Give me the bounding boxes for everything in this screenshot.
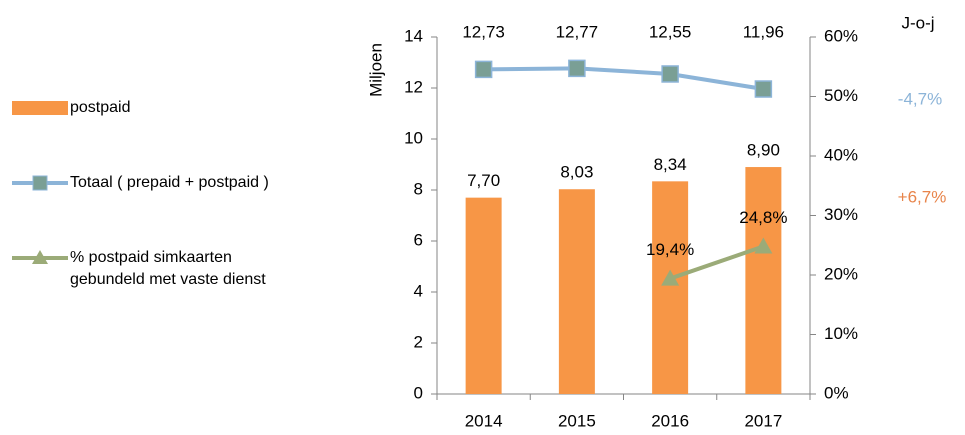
y2-tick-label: 60%	[824, 26, 858, 45]
bar	[558, 189, 595, 394]
annotation: -4,7%	[898, 89, 942, 108]
x-tick-label: 2017	[744, 411, 782, 430]
y-tick-label: 14	[404, 26, 423, 45]
bar	[465, 197, 502, 394]
y-tick-label: 12	[404, 77, 423, 96]
data-label: 19,4%	[646, 240, 694, 259]
y2-tick-label: 20%	[824, 264, 858, 283]
line	[483, 66, 764, 91]
y-tick-label: 2	[414, 332, 423, 351]
y-tick-label: 8	[414, 179, 423, 198]
marker	[754, 80, 773, 98]
line	[669, 244, 765, 281]
legend-marker	[32, 250, 48, 264]
y2-tick-label: 30%	[824, 205, 858, 224]
legend-swatch	[12, 101, 68, 115]
x-tick-label: 2016	[651, 411, 689, 430]
y-tick-label: 6	[414, 230, 423, 249]
y2-tick-label: 10%	[824, 324, 858, 343]
data-label: 8,90	[747, 141, 780, 160]
data-label: 12,73	[462, 22, 505, 41]
data-label: 8,34	[654, 155, 687, 174]
y-tick-label: 0	[414, 383, 423, 402]
bar	[745, 167, 782, 394]
data-label: 24,8%	[739, 208, 787, 227]
y-axis-label: Miljoen	[366, 43, 385, 97]
bar	[652, 181, 689, 394]
data-label: 11,96	[743, 22, 784, 41]
marker	[661, 269, 680, 286]
legend-label: postpaid	[70, 99, 131, 116]
x-tick-label: 2015	[558, 411, 596, 430]
marker	[474, 60, 493, 79]
legend-marker	[32, 175, 48, 191]
y-tick-label: 4	[414, 281, 423, 300]
legend-label: Totaal ( prepaid + postpaid )	[70, 174, 269, 191]
data-label: 8,03	[560, 163, 593, 182]
data-label: 12,55	[649, 22, 692, 41]
marker	[568, 59, 586, 78]
y2-tick-label: 50%	[824, 86, 858, 105]
marker	[661, 65, 679, 83]
data-label: 12,77	[556, 22, 599, 41]
x-tick-label: 2014	[465, 411, 503, 430]
y-tick-label: 10	[404, 128, 423, 147]
marker	[754, 237, 773, 254]
annotation: J-o-j	[901, 13, 934, 32]
annotation: +6,7%	[898, 187, 947, 206]
y2-tick-label: 0%	[824, 383, 849, 402]
data-label: 7,70	[467, 171, 500, 190]
legend-label: % postpaid simkaarten gebundeld met vast…	[70, 249, 266, 288]
y2-tick-label: 40%	[824, 145, 858, 164]
